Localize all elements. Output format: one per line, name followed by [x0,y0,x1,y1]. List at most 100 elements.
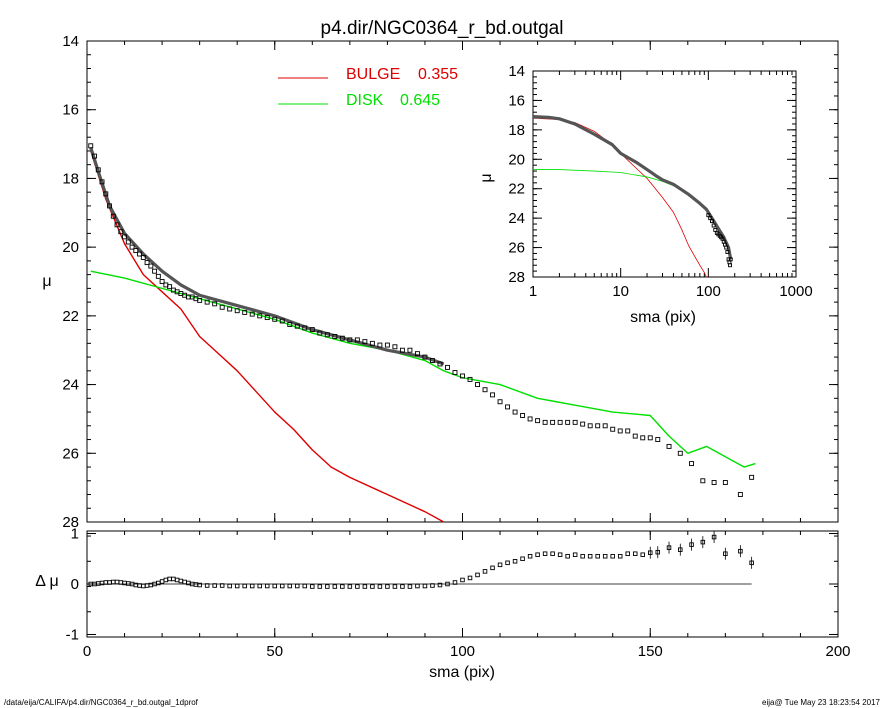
main-y-tick-label: 26 [62,445,79,462]
residual-residual-point [572,552,578,557]
main-data-point [95,167,101,173]
residual-residual-point [527,553,533,559]
residual-residual-point [141,583,146,589]
main-data-point [482,387,488,393]
residual-residual-point [96,581,101,586]
main-data-point [324,332,330,338]
main-data-point [249,311,255,317]
main-data-point [369,340,375,346]
main-data-point [354,337,360,343]
inset-data-point [710,219,714,224]
main-data-point [103,191,109,197]
main-data-point [148,263,154,269]
residual-residual-point [475,572,480,578]
main-axes: 14 16 18 20 22 24 26 28 [62,33,839,531]
residual-residual-point [505,560,510,566]
residual-x-axis-label: sma (pix) [429,664,495,681]
main-data-point [88,143,94,149]
residual-residual-point [280,583,285,589]
main-data-point [219,304,225,310]
residual-residual-point [550,551,555,556]
main-data-point [159,279,165,284]
residual-residual-point [272,583,278,589]
residual-residual-point [325,584,330,589]
main-data-point [167,284,173,290]
main-data-point [392,344,398,350]
main-data-point [377,342,383,348]
main-data-point [125,239,131,245]
residual-y-tick-label: -1 [66,626,79,643]
residual-residual-point [415,583,420,589]
main-data-point [475,382,480,388]
main-data-point [512,409,518,415]
footer-path: /data/eija/CALIFA/p4.dir/NGC0364_r_bd.ou… [4,698,199,707]
main-data-point [655,437,661,442]
main-data-point [602,423,608,429]
main-data-point [610,426,616,432]
residual-residual-point [159,579,165,584]
main-data-point [550,419,556,425]
main-y-axis-label: μ [42,273,51,290]
main-data-point [287,321,293,327]
legend-bulge-label: BULGE [346,66,400,83]
residual-residual-point [234,583,240,589]
main-data-point [467,376,473,382]
residual-residual-point [377,584,383,589]
residual-residual-point [249,583,255,589]
main-data-point [632,433,638,439]
residual-residual-point [460,577,465,583]
inset-y-tick-label: 22 [508,181,525,198]
residual-residual-point [557,552,563,557]
inset-y-tick-label: 24 [508,210,525,227]
main-data-point [264,315,270,321]
main-data-point [587,423,593,429]
residual-series [87,531,754,589]
main-data-point [212,301,218,307]
residual-residual-point [257,583,262,589]
main-data-point [204,299,210,305]
inset-plot-frame [532,70,797,278]
residual-x-tick-label: 0 [83,643,91,660]
inset-plot: 14 16 18 20 22 24 26 281 10 100 1000 μ sma (pix) [478,63,813,326]
residual-residual-point [467,575,473,581]
main-y-tick-label: 14 [62,33,79,50]
main-y-tick-label: 18 [62,170,79,187]
main-data-point [565,419,571,425]
main-data-point [580,421,586,427]
main-model-line [89,147,445,366]
residual-residual-point [340,584,345,589]
residual-residual-point [126,581,131,586]
main-data-point [490,392,495,398]
main-data-point [505,404,511,410]
main-y-tick-label: 24 [62,377,79,394]
main-data-point [497,399,503,405]
residual-residual-point [362,584,368,589]
main-series [88,143,756,523]
residual-residual-point [632,551,638,556]
residual-residual-point [242,583,247,589]
main-data-point [407,347,413,353]
inset-data-point [724,245,729,250]
main-data-point [647,435,653,441]
main-data-point [137,251,143,257]
main-data-point [242,309,248,315]
main-y-tick-label: 28 [62,514,79,531]
residual-x-tick-label: 200 [825,643,850,660]
inset-model-line [532,115,733,260]
main-data-point [557,419,563,425]
residual-residual-point [392,584,398,589]
inset-series [532,115,733,278]
footer-timestamp: eija@ Tue May 23 18:23:54 2017 [762,698,881,707]
main-data-point [700,478,706,484]
main-data-point [317,330,323,336]
main-data-point [129,244,135,250]
main-y-tick-label: 22 [62,308,79,325]
main-data-point [445,364,450,370]
main-data-point [227,306,233,312]
inset-y-axis-label: μ [478,173,495,182]
residual-y-axis-label: Δ μ [35,573,58,590]
residual-residual-point [167,576,172,582]
main-data-point [279,318,285,324]
residual-y-tick-label: 0 [71,576,79,593]
inset-y-tick-label: 20 [508,151,525,168]
